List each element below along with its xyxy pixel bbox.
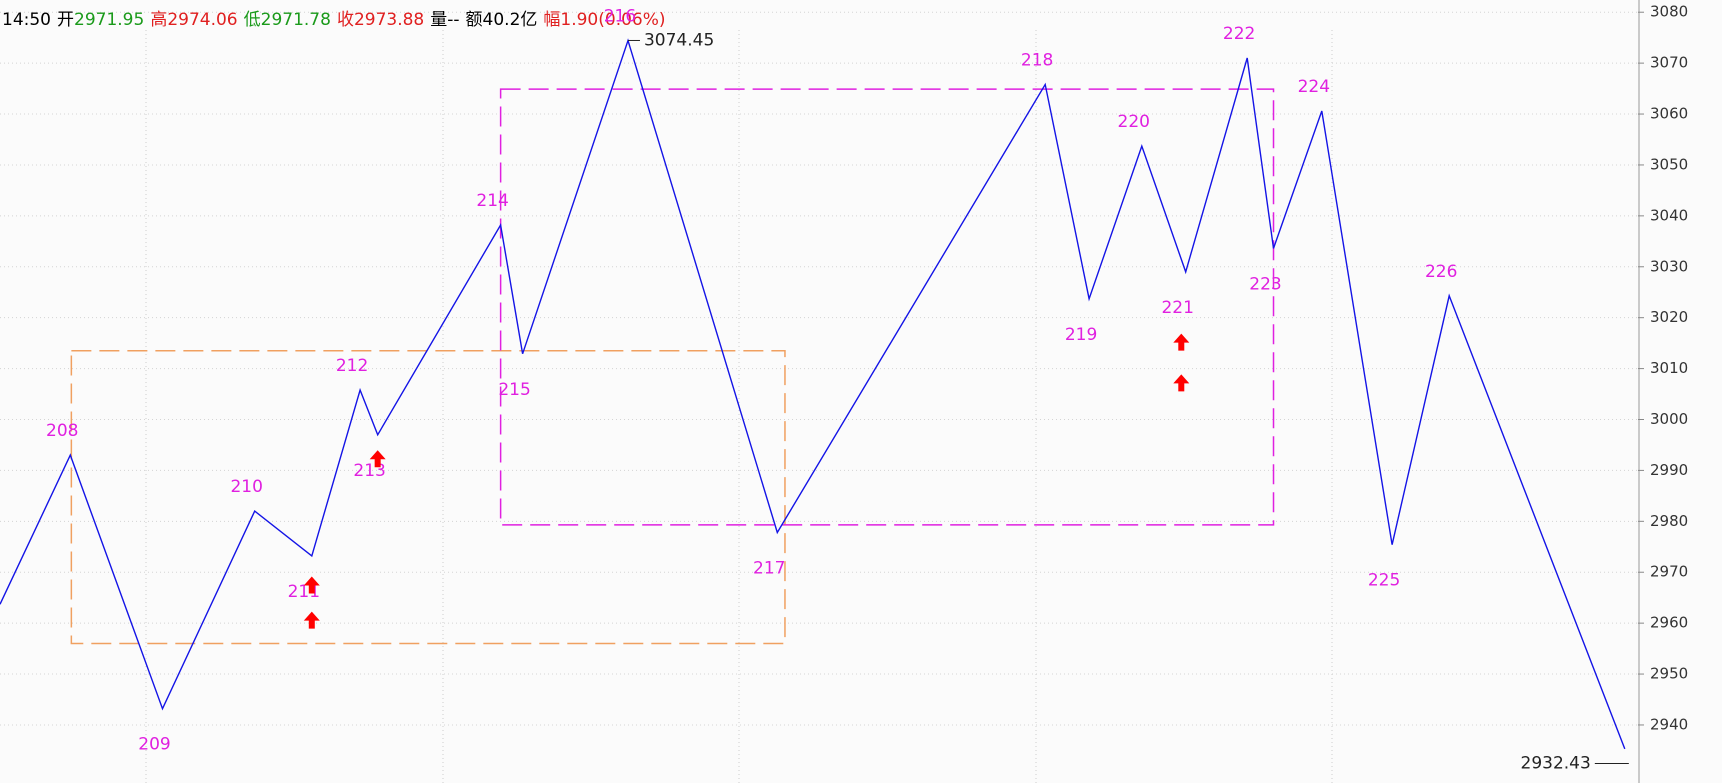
y-tick-label: 2940 [1650,715,1688,733]
pivot-label: 217 [753,559,785,579]
y-tick-label: 3070 [1650,54,1688,72]
signal-arrow [1173,374,1190,392]
y-tick-label: 2980 [1650,512,1688,530]
signal-arrow [303,611,320,629]
y-tick-label: 3030 [1650,257,1688,275]
header-label: 额 [466,10,483,30]
header-label: 开 [57,10,74,30]
header-label: 量 [430,10,447,30]
y-tick-label: 2990 [1650,461,1688,479]
header-label: 收 [337,10,354,30]
pivot-label: 220 [1118,112,1150,132]
header-label: 低 [244,10,261,30]
y-tick-label: 3080 [1650,3,1688,21]
header-value: 2971.78 [261,10,331,30]
pivot-label: 213 [353,461,385,481]
range-box [499,88,1275,526]
signal-arrow [1173,333,1190,351]
header-value: 2971.95 [74,10,144,30]
y-tick-label: 3040 [1650,206,1688,224]
header: 14:50 开2971.95 高2974.06 低2971.78 收2973.88 量--… [2,10,666,30]
header-value: 1.90(0.06%) [560,10,665,30]
y-tick-label: 3000 [1650,410,1688,428]
pivot-label: 209 [138,735,170,755]
pivot-label: 212 [336,356,368,376]
y-tick-label: 2950 [1650,665,1688,683]
pivot-label: 218 [1021,51,1053,71]
pivot-label: 215 [498,380,530,400]
header-label: 高 [150,10,167,30]
pivot-label: 223 [1249,274,1281,294]
y-tick-label: 2970 [1650,563,1688,581]
annotation-label: 2932.43 [1521,754,1591,774]
y-tick-label: 3010 [1650,359,1688,377]
header-value: 2974.06 [167,10,237,30]
signal-arrow [369,450,386,468]
signal-arrow [303,576,320,594]
y-tick-label: 3060 [1650,105,1688,123]
pivot-label: 210 [230,477,262,497]
y-tick-label: 2960 [1650,614,1688,632]
pivot-label: 226 [1425,262,1457,282]
pivot-label: 225 [1368,571,1400,591]
pivot-label: 222 [1223,24,1255,44]
pivot-label: 214 [476,191,508,211]
zigzag-line [0,38,1626,750]
header-label: 14:50 [2,10,51,30]
pivot-label: 219 [1065,325,1097,345]
pivot-label: 221 [1161,298,1193,318]
header-value: 40.2亿 [483,10,538,30]
pivot-label: 224 [1298,77,1330,97]
annotation-label: 3074.45 [644,30,714,50]
y-tick-label: 3050 [1650,155,1688,173]
range-box [70,350,786,645]
pivot-label: 208 [46,421,78,441]
y-tick-label: 3020 [1650,308,1688,326]
header-label: 幅 [543,10,560,30]
header-value: 2973.88 [354,10,424,30]
header-value: -- [447,10,459,30]
pivot-label: 216 [604,6,636,26]
